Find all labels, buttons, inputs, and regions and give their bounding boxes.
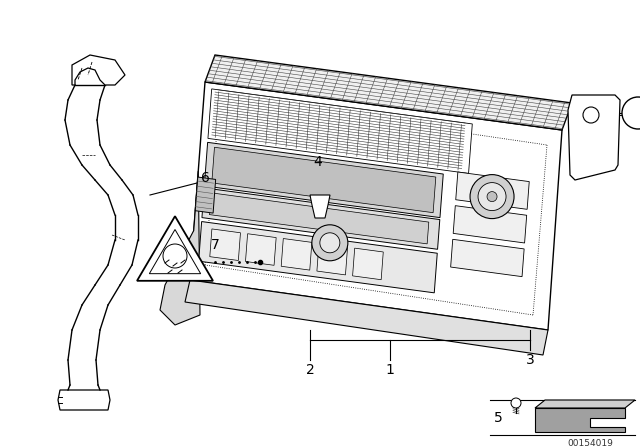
Text: 2: 2	[306, 363, 314, 377]
Circle shape	[583, 107, 599, 123]
Polygon shape	[212, 147, 436, 213]
Text: 3: 3	[525, 353, 534, 367]
Polygon shape	[205, 55, 572, 130]
Polygon shape	[209, 193, 429, 244]
Text: 6: 6	[200, 171, 209, 185]
Circle shape	[163, 244, 187, 268]
Polygon shape	[246, 234, 276, 265]
Text: 5: 5	[493, 411, 502, 425]
Polygon shape	[535, 408, 625, 432]
Polygon shape	[210, 229, 241, 260]
Circle shape	[478, 183, 506, 211]
Text: 1: 1	[385, 363, 394, 377]
Polygon shape	[453, 206, 527, 243]
Polygon shape	[58, 390, 110, 410]
Polygon shape	[208, 89, 472, 173]
Polygon shape	[160, 171, 200, 325]
Circle shape	[320, 233, 340, 253]
Circle shape	[312, 225, 348, 261]
Circle shape	[622, 97, 640, 129]
Polygon shape	[451, 239, 524, 276]
Polygon shape	[281, 238, 312, 270]
Polygon shape	[195, 177, 216, 213]
Circle shape	[511, 398, 521, 408]
Polygon shape	[353, 248, 383, 280]
Polygon shape	[535, 400, 635, 408]
Polygon shape	[185, 280, 548, 355]
Polygon shape	[137, 216, 213, 281]
Text: 7: 7	[211, 238, 220, 252]
Polygon shape	[310, 195, 330, 218]
Text: 00154019: 00154019	[567, 439, 613, 448]
Polygon shape	[72, 55, 125, 85]
Polygon shape	[456, 172, 529, 209]
Polygon shape	[190, 82, 562, 330]
Circle shape	[470, 175, 514, 219]
Polygon shape	[202, 188, 440, 249]
Text: 5: 5	[633, 105, 640, 121]
Polygon shape	[317, 243, 348, 275]
Polygon shape	[204, 142, 444, 218]
Polygon shape	[149, 229, 201, 274]
Polygon shape	[568, 95, 620, 180]
Text: 4: 4	[314, 155, 323, 169]
Polygon shape	[198, 222, 437, 293]
Circle shape	[487, 192, 497, 202]
